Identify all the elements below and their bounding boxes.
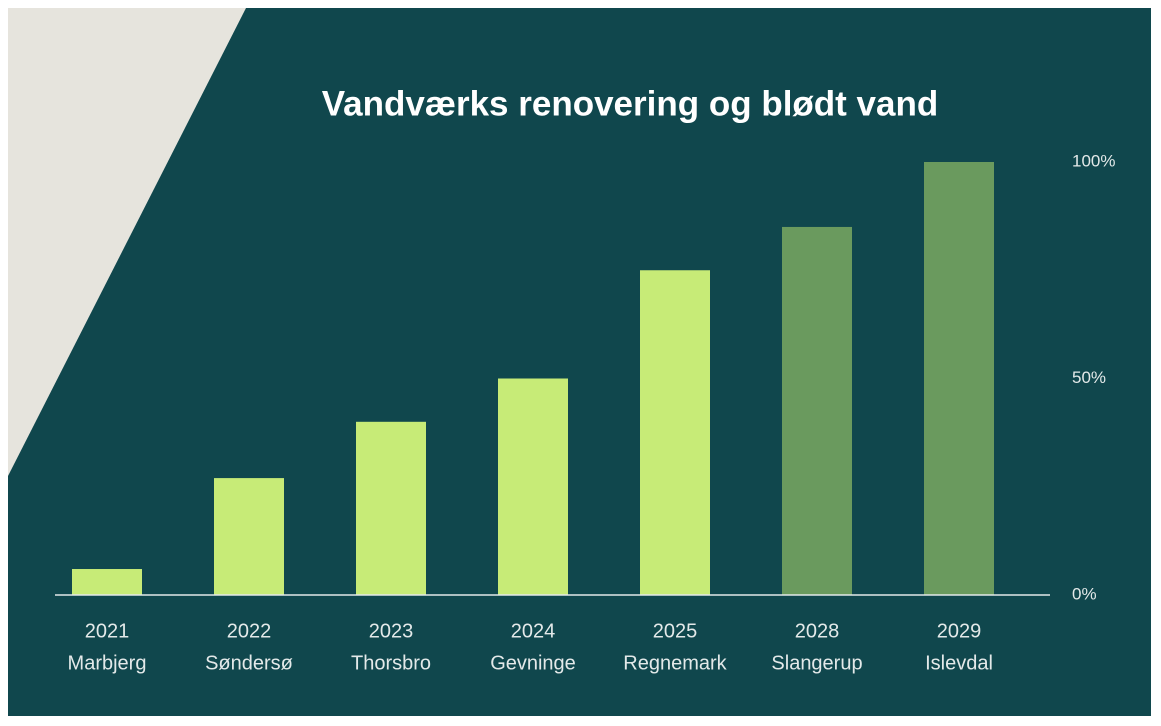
y-tick-label: 50%: [1072, 368, 1106, 387]
x-tick-label: 2022: [227, 620, 272, 642]
chart-title: Vandværks renovering og blødt vand: [322, 84, 939, 123]
x-tick-label: 2025: [653, 620, 698, 642]
x-tick-sublabel: Regnemark: [623, 652, 727, 674]
x-tick-sublabel: Slangerup: [771, 652, 862, 674]
bar: [72, 569, 142, 595]
x-tick-sublabel: Gevninge: [490, 652, 576, 674]
bar: [782, 226, 852, 595]
bar: [214, 478, 284, 595]
x-tick-label: 2029: [937, 620, 982, 642]
x-tick-sublabel: Søndersø: [205, 652, 293, 674]
x-tick-label: 2024: [511, 620, 556, 642]
x-tick-sublabel: Islevdal: [925, 652, 993, 674]
y-tick-label: 0%: [1072, 584, 1097, 603]
x-tick-sublabel: Marbjerg: [68, 652, 147, 674]
bar: [356, 421, 426, 595]
bar: [640, 270, 710, 595]
x-tick-label: 2028: [795, 620, 840, 642]
y-tick-label: 100%: [1072, 151, 1115, 170]
corner-shape: [8, 8, 246, 476]
bar: [498, 378, 568, 595]
bar: [924, 162, 994, 595]
x-tick-label: 2021: [85, 620, 130, 642]
x-tick-label: 2023: [369, 620, 414, 642]
x-tick-sublabel: Thorsbro: [351, 652, 431, 674]
